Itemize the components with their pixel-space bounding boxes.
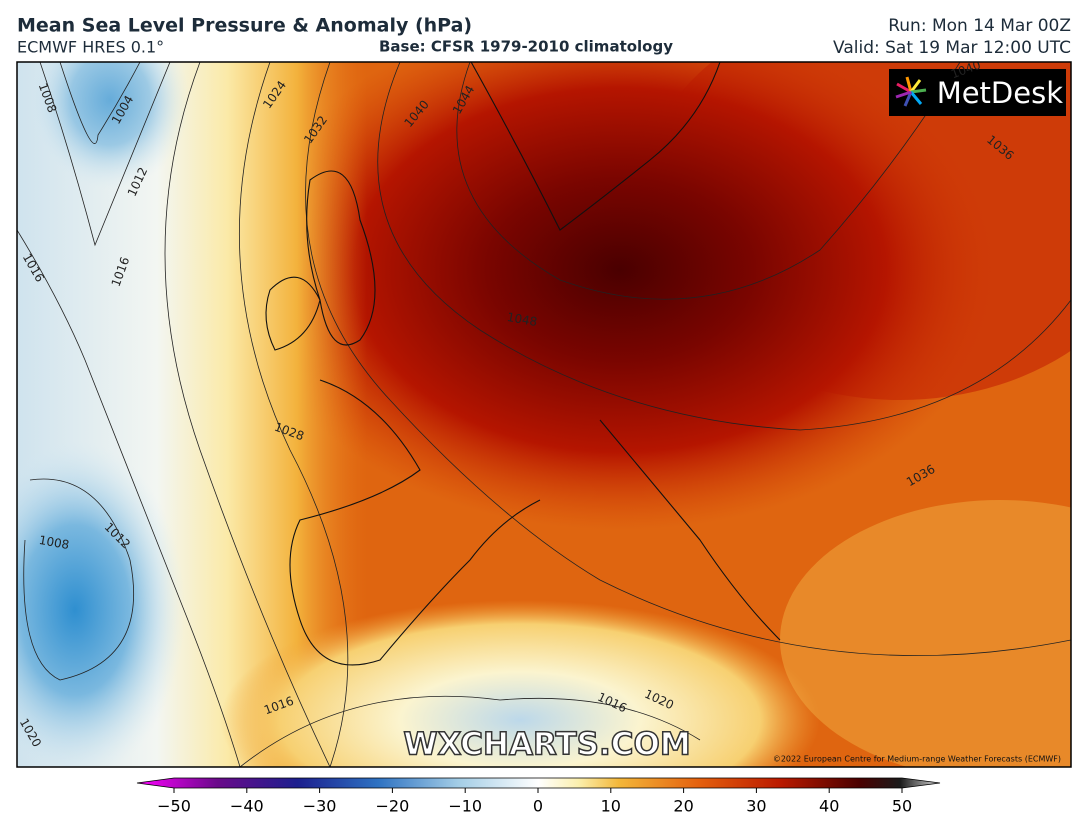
anomaly-south	[220, 600, 820, 767]
colorbar	[136, 777, 941, 789]
copyright: ©2022 European Centre for Medium-range W…	[773, 755, 1061, 764]
colorbar-tick-label: 50	[892, 797, 912, 816]
colorbar-tick-label: −50	[157, 797, 191, 816]
low-pressure	[30, 62, 190, 190]
watermark: WXCHARTS.COM	[403, 727, 690, 763]
map-frame	[16, 61, 1072, 768]
colorbar-tick-label: 30	[746, 797, 766, 816]
anomaly-field	[780, 500, 1071, 767]
logo-icon	[895, 76, 927, 107]
colorbar-tick-label: −10	[448, 797, 482, 816]
coastlines	[265, 62, 781, 666]
base: Base: CFSR 1979-2010 climatology	[379, 38, 673, 56]
valid: Valid: Sat 19 Mar 12:00 UTC	[833, 38, 1071, 58]
colorbar-tick-label: 10	[601, 797, 621, 816]
title: Mean Sea Level Pressure & Anomaly (hPa)	[17, 15, 472, 37]
colorbar-tick-label: −40	[230, 797, 264, 816]
logo-text: MetDesk	[937, 76, 1064, 110]
contour-label: 1048	[506, 310, 539, 329]
colorbar-tick-label: −30	[303, 797, 337, 816]
model: ECMWF HRES 0.1°	[17, 38, 164, 57]
colorbar-tick-label: 0	[533, 797, 543, 816]
colorbar-tick-label: 20	[673, 797, 693, 816]
colorbar-tick-label: −20	[376, 797, 410, 816]
contour-label: 1008	[38, 533, 71, 552]
colorbar-ticks: −50 −40 −30 −20 −10 0 10 20 30 40 50	[157, 788, 912, 816]
colorbar-tick-label: 40	[819, 797, 839, 816]
isobars	[17, 62, 1071, 767]
run: Run: Mon 14 Mar 00Z	[888, 16, 1071, 36]
low-pressure	[17, 440, 185, 767]
